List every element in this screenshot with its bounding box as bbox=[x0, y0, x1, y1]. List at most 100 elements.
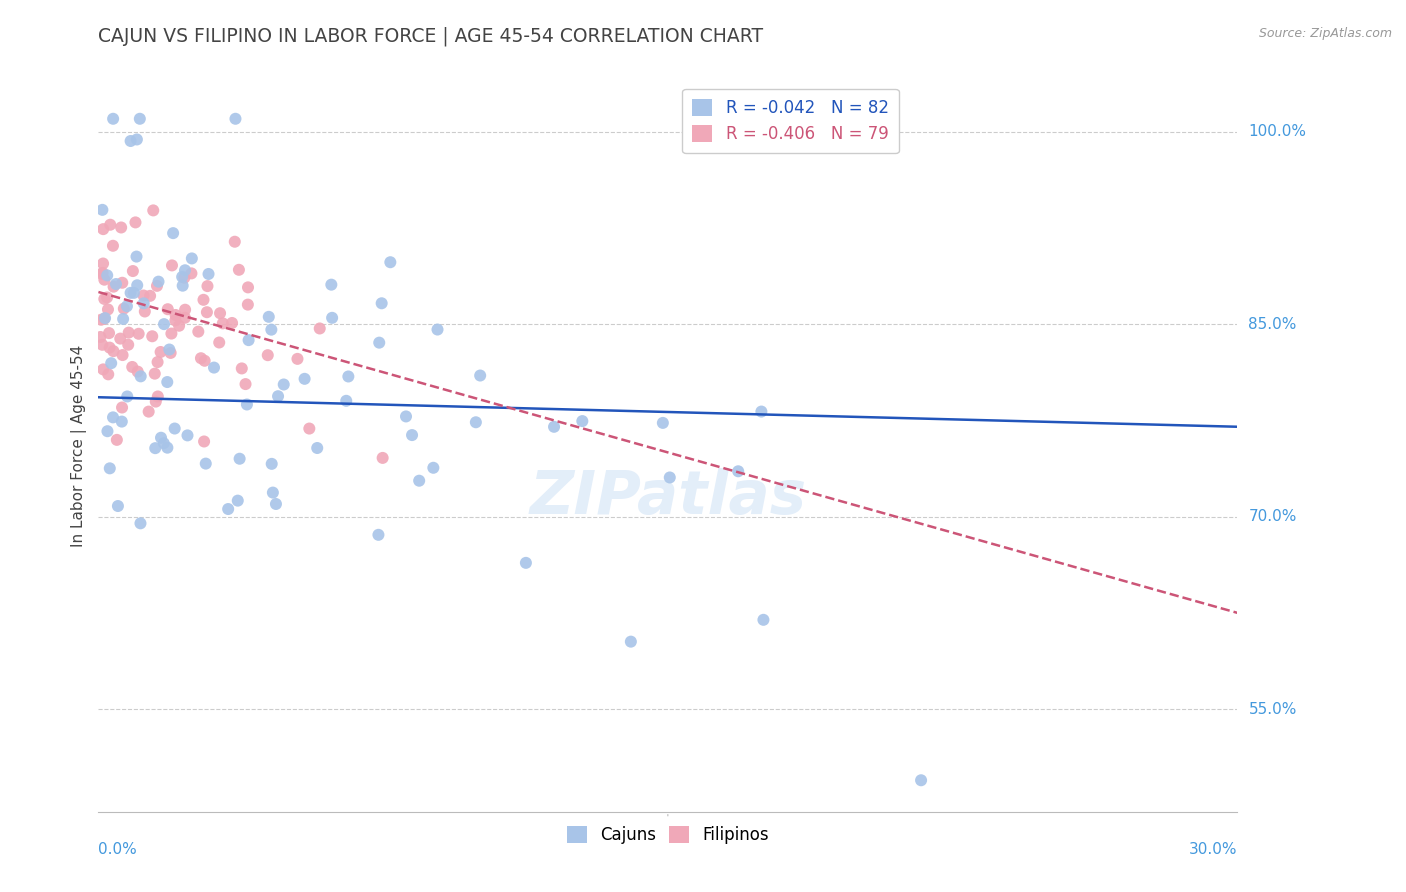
Point bbox=[101, 239, 124, 253]
Point bbox=[111, 348, 134, 362]
Point bbox=[160, 259, 183, 273]
Point bbox=[165, 308, 187, 322]
Point bbox=[129, 369, 152, 384]
Point bbox=[98, 461, 121, 475]
Point bbox=[91, 202, 114, 217]
Text: 85.0%: 85.0% bbox=[1249, 317, 1296, 332]
Point bbox=[91, 222, 114, 236]
Point bbox=[91, 362, 114, 376]
Point bbox=[264, 497, 287, 511]
Point bbox=[752, 613, 775, 627]
Point bbox=[127, 278, 149, 293]
Point bbox=[105, 433, 128, 447]
Point bbox=[543, 419, 565, 434]
Point bbox=[93, 273, 115, 287]
Point bbox=[217, 502, 239, 516]
Point bbox=[146, 278, 169, 293]
Point bbox=[143, 367, 166, 381]
Point bbox=[132, 296, 155, 310]
Point bbox=[90, 312, 112, 326]
Point bbox=[651, 416, 673, 430]
Point bbox=[236, 397, 259, 411]
Text: 0.0%: 0.0% bbox=[98, 842, 138, 857]
Point bbox=[111, 415, 134, 429]
Point bbox=[100, 356, 122, 370]
Point bbox=[159, 346, 181, 360]
Point bbox=[208, 335, 231, 350]
Point bbox=[103, 344, 125, 359]
Point bbox=[231, 361, 253, 376]
Point bbox=[267, 389, 290, 403]
Point bbox=[190, 351, 212, 366]
Point bbox=[128, 112, 150, 126]
Point bbox=[138, 404, 160, 418]
Point bbox=[172, 269, 194, 284]
Point bbox=[146, 389, 169, 403]
Point bbox=[193, 293, 215, 307]
Point bbox=[91, 338, 114, 352]
Point bbox=[395, 409, 418, 424]
Point bbox=[150, 431, 173, 445]
Point bbox=[371, 450, 394, 465]
Point bbox=[337, 369, 360, 384]
Point bbox=[105, 277, 128, 291]
Point bbox=[103, 279, 125, 293]
Point bbox=[122, 264, 145, 278]
Point bbox=[97, 302, 120, 317]
Point bbox=[128, 326, 150, 341]
Point bbox=[174, 310, 197, 325]
Point bbox=[470, 368, 492, 383]
Point bbox=[197, 279, 219, 293]
Point bbox=[238, 333, 260, 347]
Text: 30.0%: 30.0% bbox=[1189, 842, 1237, 857]
Point bbox=[180, 252, 202, 266]
Point bbox=[156, 441, 179, 455]
Point bbox=[148, 275, 170, 289]
Point bbox=[153, 317, 176, 331]
Point bbox=[174, 263, 197, 277]
Point bbox=[122, 285, 145, 300]
Point bbox=[98, 326, 121, 340]
Point bbox=[120, 134, 142, 148]
Point bbox=[235, 377, 257, 392]
Legend: Cajuns, Filipinos: Cajuns, Filipinos bbox=[560, 820, 776, 851]
Point bbox=[110, 220, 132, 235]
Point bbox=[308, 321, 330, 335]
Point bbox=[132, 288, 155, 302]
Point bbox=[236, 280, 259, 294]
Point bbox=[127, 365, 149, 379]
Point bbox=[91, 266, 114, 280]
Point bbox=[408, 474, 430, 488]
Point bbox=[167, 318, 190, 333]
Point bbox=[515, 556, 537, 570]
Point bbox=[134, 304, 156, 318]
Point bbox=[157, 343, 180, 357]
Point bbox=[370, 296, 392, 310]
Point bbox=[156, 302, 179, 317]
Point bbox=[160, 326, 183, 341]
Point bbox=[118, 326, 141, 340]
Point bbox=[422, 460, 444, 475]
Point bbox=[335, 393, 357, 408]
Point bbox=[224, 235, 246, 249]
Point bbox=[273, 377, 295, 392]
Point bbox=[139, 289, 162, 303]
Text: Source: ZipAtlas.com: Source: ZipAtlas.com bbox=[1258, 27, 1392, 40]
Point bbox=[93, 311, 115, 326]
Y-axis label: In Labor Force | Age 45-54: In Labor Force | Age 45-54 bbox=[72, 345, 87, 547]
Text: 100.0%: 100.0% bbox=[1249, 124, 1306, 139]
Point bbox=[202, 360, 225, 375]
Text: CAJUN VS FILIPINO IN LABOR FORCE | AGE 45-54 CORRELATION CHART: CAJUN VS FILIPINO IN LABOR FORCE | AGE 4… bbox=[98, 27, 763, 46]
Point bbox=[180, 266, 202, 280]
Point bbox=[145, 394, 167, 409]
Text: ZIPatlas: ZIPatlas bbox=[529, 467, 807, 526]
Point bbox=[197, 267, 219, 281]
Point bbox=[401, 428, 423, 442]
Point bbox=[307, 441, 329, 455]
Point bbox=[194, 353, 217, 368]
Point bbox=[236, 298, 259, 312]
Point bbox=[211, 317, 233, 331]
Point bbox=[101, 410, 124, 425]
Point bbox=[142, 203, 165, 218]
Point bbox=[751, 404, 773, 418]
